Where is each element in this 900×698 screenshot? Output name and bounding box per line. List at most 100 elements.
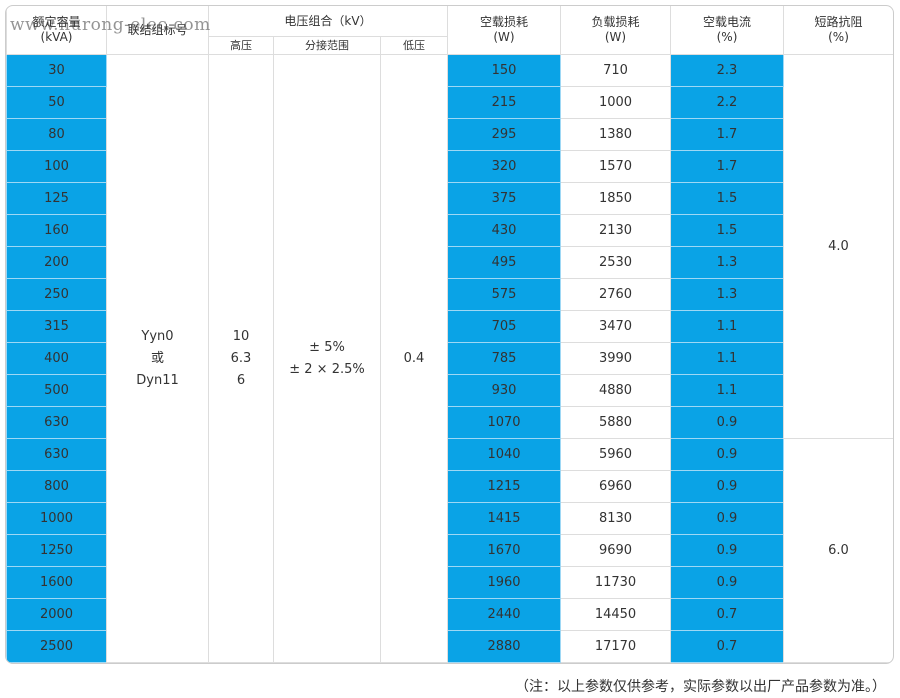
cell: 215 xyxy=(447,86,561,119)
cell-text: 2.3 xyxy=(716,63,738,78)
cell-text: 710 xyxy=(603,63,628,78)
cell: 3470 xyxy=(560,310,671,343)
cell: 0.9 xyxy=(670,470,784,503)
table-row: 1250 1670 9690 0.9 xyxy=(6,534,894,567)
cell-text: 10 xyxy=(232,328,250,344)
table-row: 160 430 2130 1.5 xyxy=(6,214,894,247)
cell-text: 0.9 xyxy=(716,479,738,494)
cell: 250 xyxy=(6,278,107,311)
cell-text: 或 xyxy=(150,350,164,366)
cell-text: 4880 xyxy=(598,383,633,398)
cell-text: 575 xyxy=(491,287,517,302)
cell-text: 100 xyxy=(44,159,69,174)
cell: 375 xyxy=(447,182,561,215)
cell-text: 500 xyxy=(44,383,69,398)
header-cell: 低压 xyxy=(380,36,448,55)
cell: 5880 xyxy=(560,406,671,439)
cell: 11730 xyxy=(560,566,671,599)
cell-text: 1415 xyxy=(487,511,521,526)
watermark: www.hurong-elec.com xyxy=(10,15,211,35)
cell: 2.2 xyxy=(670,86,784,119)
table-row: 50 215 1000 2.2 xyxy=(6,86,894,119)
cell-text: 0.9 xyxy=(716,575,738,590)
cell-text: 6.0 xyxy=(828,543,849,558)
cell: 930 xyxy=(447,374,561,407)
cell-text: 80 xyxy=(48,127,65,142)
cell-text: 0.4 xyxy=(403,351,425,366)
cell: 0.9 xyxy=(670,534,784,567)
cell-text: 11730 xyxy=(594,575,637,590)
table-row: 2500 2880 17170 0.7 xyxy=(6,630,894,663)
merged-cell: 10 6.3 6 xyxy=(208,54,274,663)
header-text: 低压 xyxy=(403,39,425,52)
cell: 0.9 xyxy=(670,406,784,439)
cell-text: 30 xyxy=(48,63,65,78)
cell: 30 xyxy=(6,54,107,87)
cell-text: 0.9 xyxy=(716,447,738,462)
cell-text: 1.5 xyxy=(716,223,738,238)
footnote: （注：以上参数仅供参考，实际参数以出厂产品参数为准。） xyxy=(515,679,886,695)
cell-text: 0.9 xyxy=(716,543,738,558)
cell-text: 250 xyxy=(44,287,69,302)
header-cell: 电压组合（kV） xyxy=(208,6,448,37)
cell: 0.9 xyxy=(670,566,784,599)
cell-text: 2530 xyxy=(598,255,633,270)
cell: 1570 xyxy=(560,150,671,183)
cell-text: 1040 xyxy=(487,447,521,462)
header-cell: 负载损耗 (W) xyxy=(560,6,671,55)
cell-text: 4.0 xyxy=(828,239,849,254)
table-row: 630 1070 5880 0.9 xyxy=(6,406,894,439)
cell-text: 1.1 xyxy=(716,319,738,334)
header-cell: 分接范围 xyxy=(273,36,381,55)
cell-text: 1960 xyxy=(487,575,521,590)
cell: 710 xyxy=(560,54,671,87)
cell: 100 xyxy=(6,150,107,183)
header-text: 额定容量 xyxy=(32,15,81,29)
cell: 2880 xyxy=(447,630,561,663)
cell: 5960 xyxy=(560,438,671,471)
cell: 1040 xyxy=(447,438,561,471)
cell-text: 1215 xyxy=(487,479,521,494)
table-row: 800 1215 6960 0.9 xyxy=(6,470,894,503)
cell-text: 930 xyxy=(491,383,517,398)
table-row: 1000 1415 8130 0.9 xyxy=(6,502,894,535)
cell-text: 1.1 xyxy=(716,383,738,398)
cell-text: 1000 xyxy=(39,511,74,526)
cell-text: 315 xyxy=(44,319,69,334)
cell-text: 3990 xyxy=(598,351,633,366)
header-text: 高压 xyxy=(230,39,252,52)
merged-cell: 0.4 xyxy=(380,54,448,663)
cell: 1850 xyxy=(560,182,671,215)
cell-text: 200 xyxy=(44,255,69,270)
cell: 4.0 xyxy=(783,54,893,439)
cell: 1000 xyxy=(560,86,671,119)
cell: 315 xyxy=(6,310,107,343)
cell: 1.7 xyxy=(670,118,784,151)
cell-text: 2130 xyxy=(598,223,633,238)
cell: 6960 xyxy=(560,470,671,503)
cell-text: 1850 xyxy=(598,191,633,206)
cell-text: 1250 xyxy=(39,543,74,558)
cell: 1215 xyxy=(447,470,561,503)
cell-text: 14450 xyxy=(594,607,637,622)
cell-text: 160 xyxy=(44,223,69,238)
table-row: 100 320 1570 1.7 xyxy=(6,150,894,183)
cell: 4880 xyxy=(560,374,671,407)
cell-text: ± 2 × 2.5% xyxy=(289,361,365,377)
cell-text: 1.7 xyxy=(716,159,738,174)
header-cell: 联结组标号 xyxy=(106,6,209,55)
cell: 2500 xyxy=(6,630,107,663)
cell-text: 295 xyxy=(491,127,517,142)
cell: 2000 xyxy=(6,598,107,631)
cell-text: 1070 xyxy=(487,415,521,430)
cell: 1000 xyxy=(6,502,107,535)
cell-text: 1670 xyxy=(487,543,521,558)
cell-text: 800 xyxy=(44,479,69,494)
cell-text: 400 xyxy=(44,351,69,366)
cell: 0.7 xyxy=(670,630,784,663)
cell-text: 0.7 xyxy=(716,639,738,654)
table-row: 2000 2440 14450 0.7 xyxy=(6,598,894,631)
cell: 800 xyxy=(6,470,107,503)
cell: 6.0 xyxy=(783,438,893,663)
cell-text: 1380 xyxy=(598,127,633,142)
